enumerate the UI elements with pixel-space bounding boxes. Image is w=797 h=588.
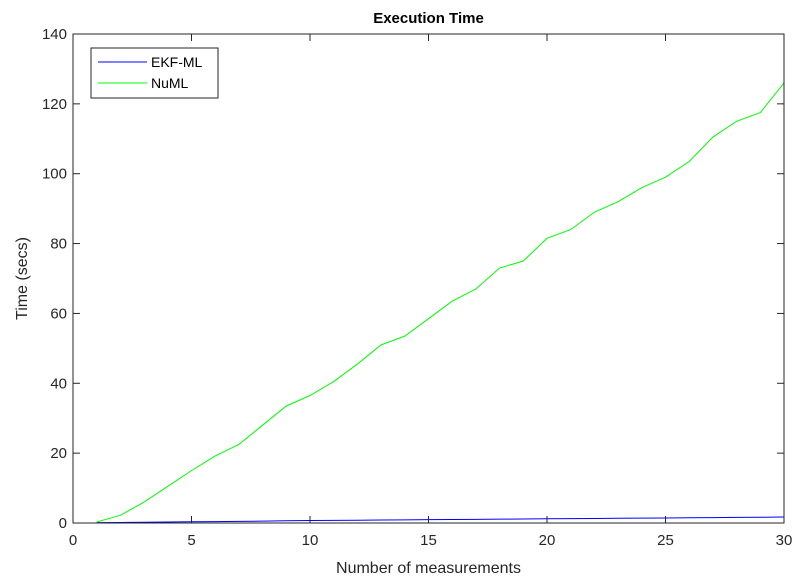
plot-area — [73, 34, 784, 523]
x-tick-label: 25 — [657, 532, 674, 549]
series-layer — [96, 82, 785, 524]
x-tick-label: 5 — [187, 532, 195, 549]
y-tick-label: 100 — [42, 166, 67, 183]
chart-title: Execution Time — [373, 10, 484, 27]
y-tick-label: 20 — [50, 445, 67, 462]
y-tick-label: 40 — [50, 375, 67, 392]
x-tick-label: 10 — [302, 532, 319, 549]
y-tick-label: 80 — [50, 236, 67, 253]
y-tick-label: 140 — [42, 26, 67, 43]
series-line-ekf-ml — [96, 516, 785, 524]
y-tick-label: 60 — [50, 305, 67, 322]
x-tick-label: 30 — [776, 532, 793, 549]
ticks-layer: 0 5 10 15 20 25 30 0 20 40 60 80 100 120 140 — [42, 26, 792, 549]
x-tick-label: 20 — [539, 532, 556, 549]
legend-label-ekf-ml: EKF-ML — [151, 54, 203, 70]
x-tick-label: 0 — [69, 532, 77, 549]
legend: EKF-ML NuML — [90, 47, 219, 99]
y-tick-label: 0 — [59, 515, 67, 532]
legend-label-numl: NuML — [151, 75, 189, 91]
series-line-numl — [96, 82, 785, 523]
y-axis-label: Time (secs) — [14, 237, 31, 320]
y-tick-label: 120 — [42, 96, 67, 113]
x-axis-label: Number of measurements — [336, 560, 521, 577]
legend-box — [90, 47, 219, 99]
x-tick-label: 15 — [420, 532, 437, 549]
